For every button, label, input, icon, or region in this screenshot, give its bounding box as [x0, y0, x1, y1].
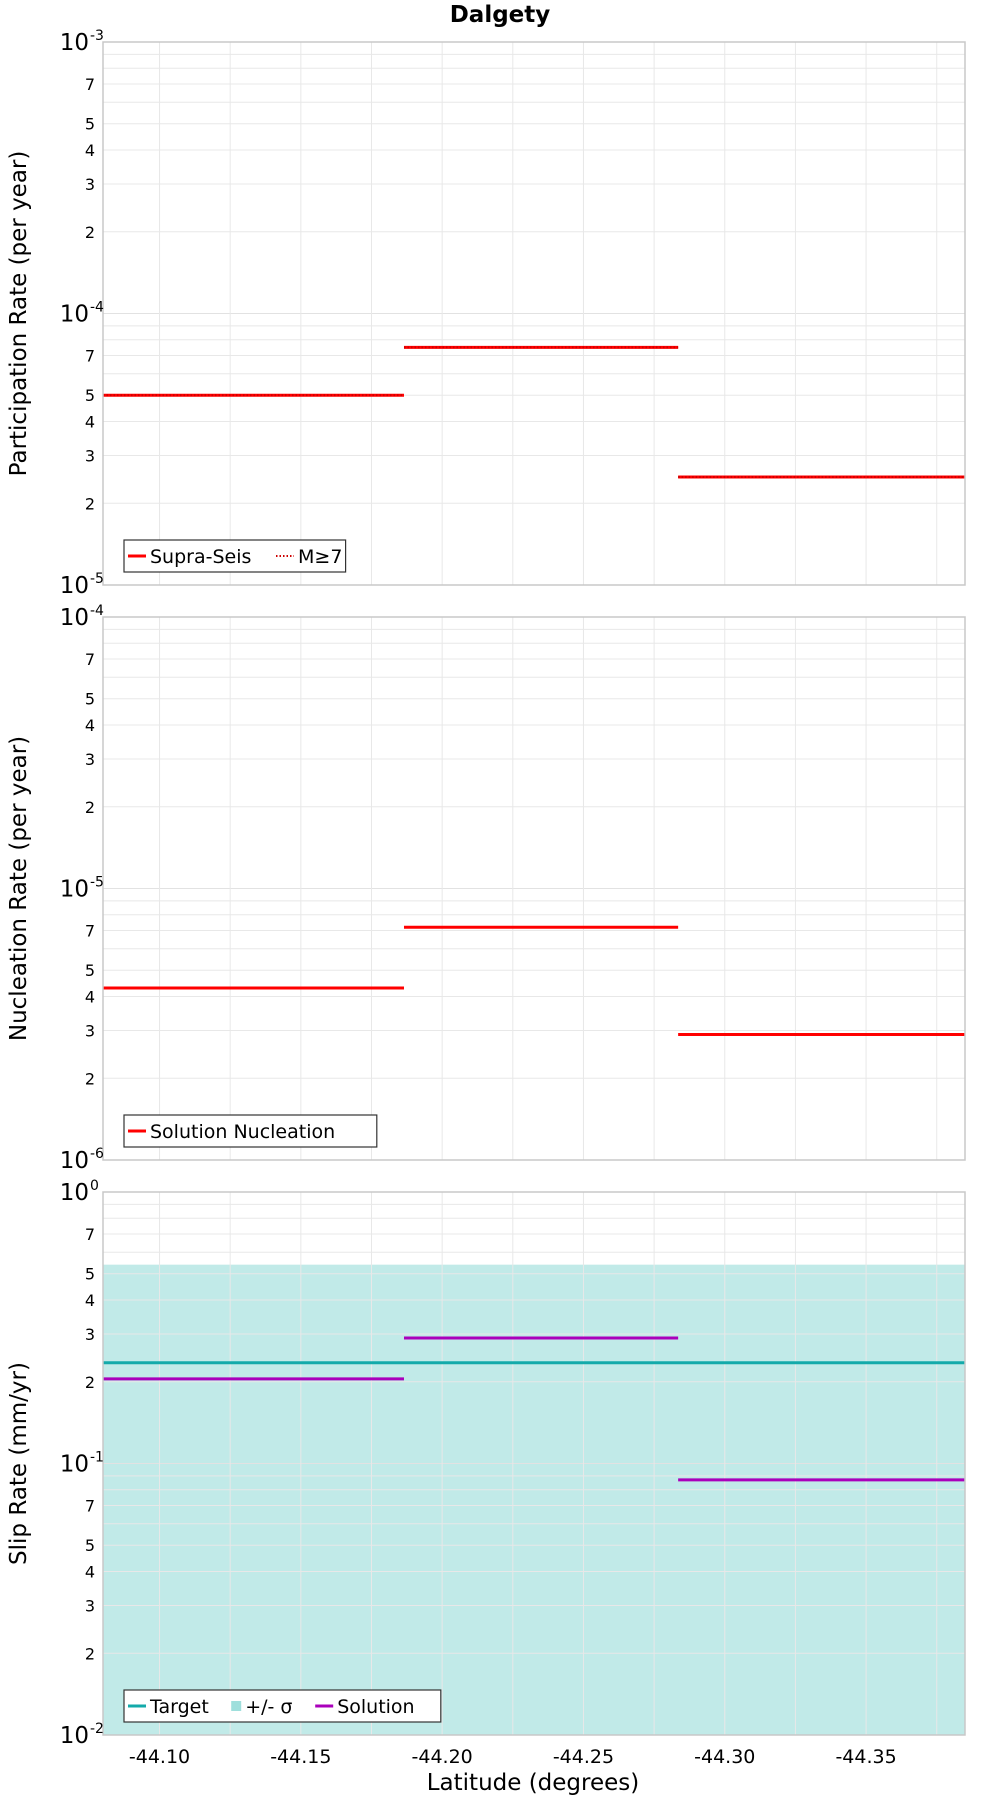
x-tick-label: -44.20	[412, 1746, 473, 1768]
y-tick-label: 3	[85, 1596, 95, 1615]
y-tick-label: 5	[85, 961, 95, 980]
x-tick-label: -44.25	[553, 1746, 614, 1768]
y-tick-label: 4	[85, 716, 95, 735]
legend: Supra-Seis M≥7	[123, 539, 347, 573]
x-tick-label: -44.35	[835, 1746, 896, 1768]
legend-box	[123, 1689, 442, 1723]
y-axis-label: Slip Rate (mm/yr)	[6, 1362, 32, 1565]
y-tick-label: 7	[85, 650, 95, 669]
y-tick-label: 2	[85, 1069, 95, 1088]
x-grid	[159, 1192, 938, 1735]
legend-label: Supra-Seis	[150, 546, 251, 568]
y-decade-exponent: -5	[90, 571, 104, 587]
x-tick-label: -44.15	[270, 1746, 331, 1768]
y-tick-label: 5	[85, 1536, 95, 1555]
y-decade-label: 10	[60, 573, 89, 599]
y-tick-label: 7	[85, 347, 95, 366]
y-grid	[103, 53, 965, 586]
chart-title: Dalgety	[450, 2, 551, 28]
legend-label: +/- σ	[245, 1696, 292, 1718]
y-tick-label: 4	[85, 1563, 95, 1582]
x-grid	[159, 42, 938, 585]
y-tick-label: 5	[85, 690, 95, 709]
y-tick-label: 7	[85, 1225, 95, 1244]
y-tick-label: 2	[85, 1373, 95, 1392]
y-decade-exponent: -1	[90, 1450, 104, 1466]
y-decade-exponent: -3	[90, 28, 104, 44]
y-tick-label: 7	[85, 1497, 95, 1516]
y-axis-label: Participation Rate (per year)	[6, 151, 32, 477]
y-decade-exponent: -5	[90, 875, 104, 891]
y-axis-label: Nucleation Rate (per year)	[6, 736, 32, 1041]
y-tick-label: 4	[85, 988, 95, 1007]
y-decade-label: 10	[60, 1723, 89, 1749]
y-tick-label: 3	[85, 1325, 95, 1344]
y-tick-label: 4	[85, 141, 95, 160]
y-tick-label: 2	[85, 223, 95, 242]
y-decade-label: 10	[60, 877, 89, 903]
legend: Target +/- σ Solution	[123, 1689, 442, 1723]
y-decade-label: 10	[60, 30, 89, 56]
legend-label: Solution	[337, 1696, 414, 1718]
y-grid	[103, 1203, 965, 1736]
y-tick-label: 4	[85, 1291, 95, 1310]
y-tick-label: 5	[85, 386, 95, 405]
x-grid	[159, 617, 938, 1160]
y-tick-label: 4	[85, 413, 95, 432]
legend-box	[123, 539, 347, 573]
y-tick-label: 7	[85, 922, 95, 941]
y-tick-label: 3	[85, 446, 95, 465]
y-grid	[103, 628, 965, 1161]
y-decade-exponent: -2	[90, 1721, 104, 1737]
legend-swatch-band	[231, 1701, 242, 1711]
legend-label: Target	[149, 1696, 209, 1718]
y-tick-label: 2	[85, 494, 95, 513]
y-decade-label: 10	[60, 1452, 89, 1478]
y-decade-label: 10	[60, 302, 89, 328]
x-tick-labels: -44.10 -44.15 -44.20 -44.25 -44.30 -44.35	[129, 1746, 897, 1768]
legend-label: M≥7	[298, 546, 342, 568]
plot-frame	[102, 616, 966, 1161]
y-tick-label: 3	[85, 1021, 95, 1040]
y-tick-label: 3	[85, 175, 95, 194]
y-decade-label: 10	[60, 1180, 89, 1206]
x-tick-label: -44.10	[129, 1746, 190, 1768]
series-m-7	[103, 346, 965, 478]
y-tick-label: 5	[85, 115, 95, 134]
plot-frame	[102, 1191, 966, 1736]
y-tick-label: 7	[85, 75, 95, 94]
y-decade-exponent: -6	[90, 1146, 104, 1162]
series-solution-nucleation	[103, 925, 965, 1036]
plot-frame	[102, 41, 966, 586]
sigma-band	[103, 1264, 965, 1735]
y-decade-exponent: -4	[90, 603, 104, 619]
y-tick-label: 2	[85, 798, 95, 817]
y-tick-label: 5	[85, 1265, 95, 1284]
legend: Solution Nucleation	[123, 1114, 378, 1148]
y-tick-label: 3	[85, 750, 95, 769]
legend-label: Solution Nucleation	[150, 1121, 335, 1143]
y-decade-label: 10	[60, 605, 89, 631]
y-decade-label: 10	[60, 1148, 89, 1174]
x-axis-label: Latitude (degrees)	[427, 1770, 640, 1796]
y-decade-exponent: -4	[90, 300, 104, 316]
y-decade-exponent: 0	[90, 1178, 99, 1194]
x-tick-label: -44.30	[694, 1746, 755, 1768]
legend-box	[123, 1114, 378, 1148]
series-solution	[103, 1336, 965, 1482]
y-tick-label: 2	[85, 1644, 95, 1663]
